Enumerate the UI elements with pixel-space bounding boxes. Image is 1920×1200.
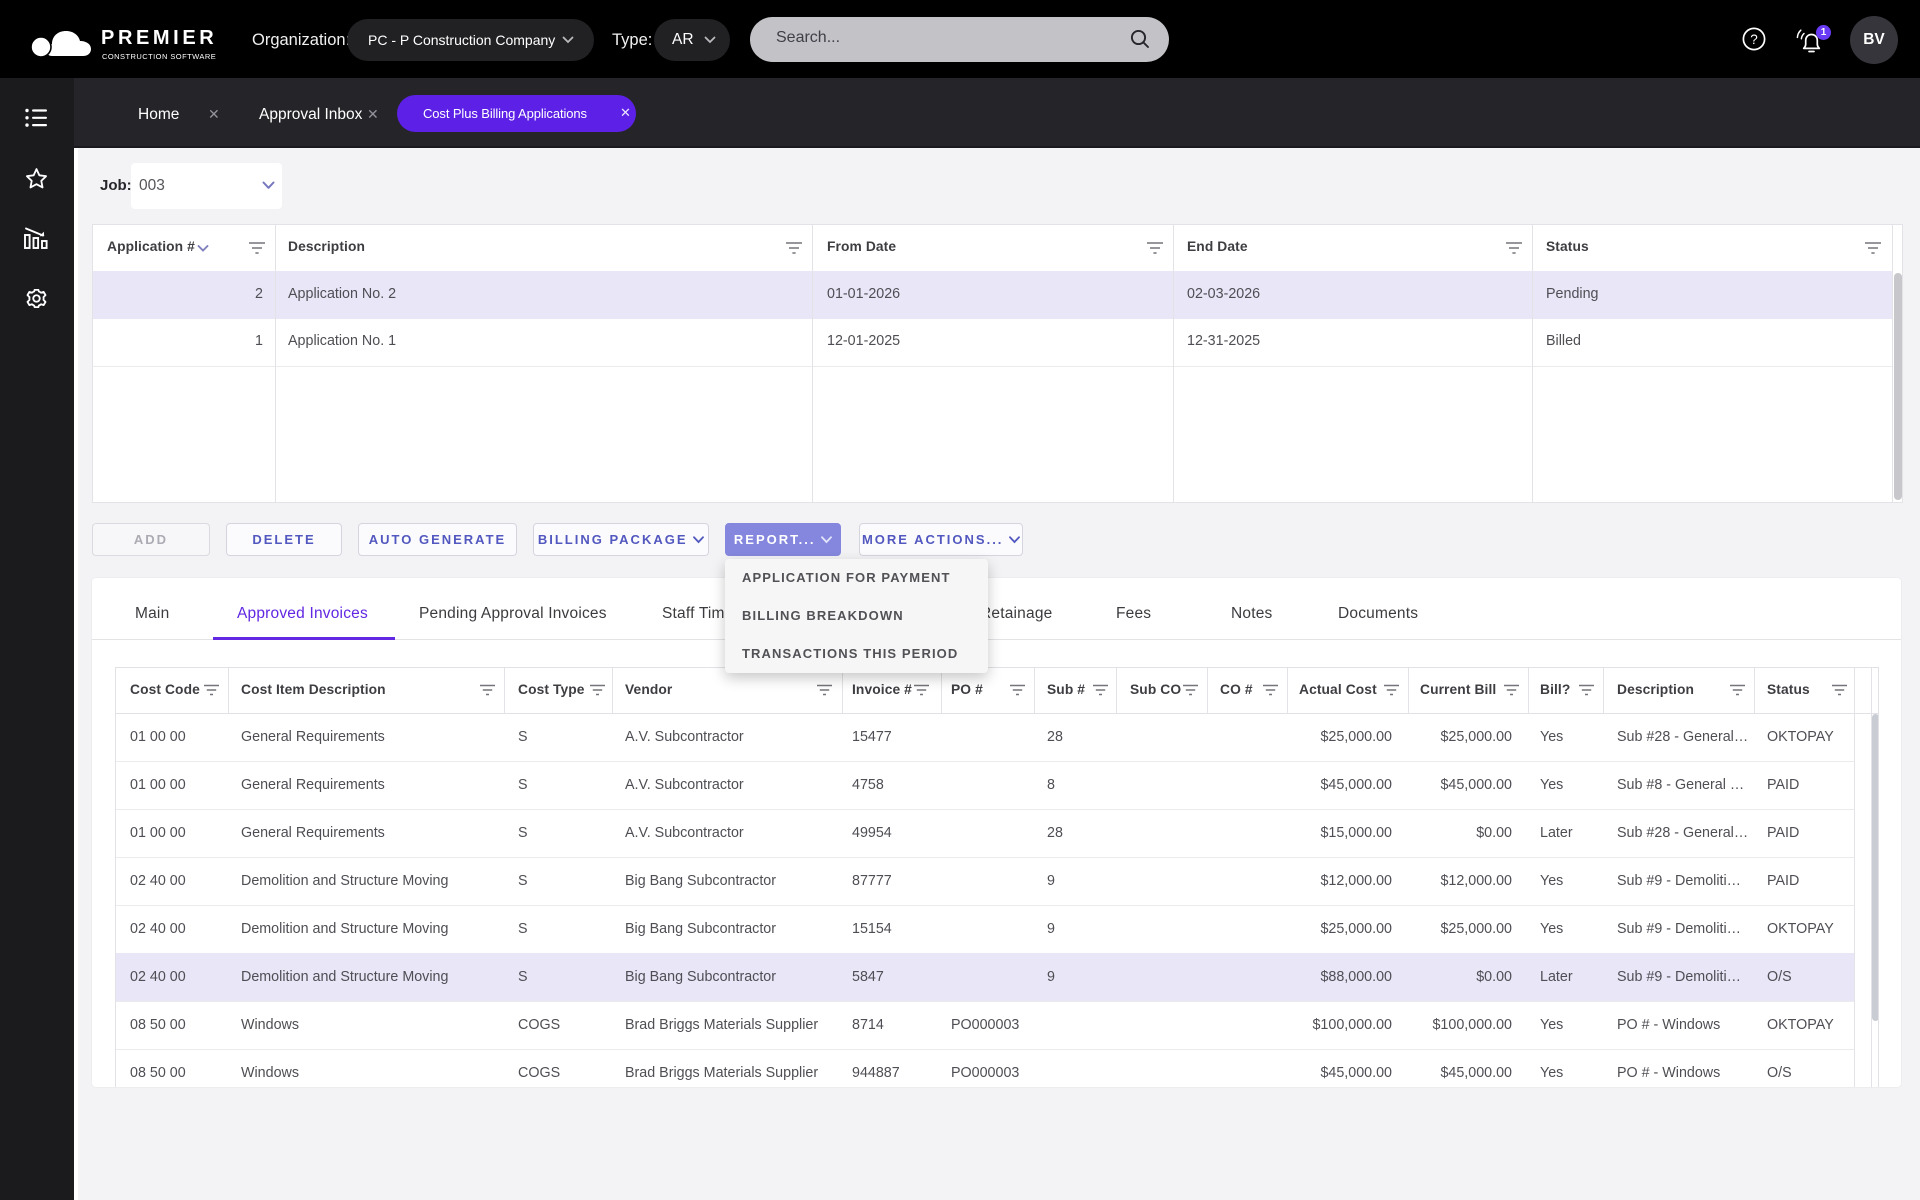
svg-text:?: ? <box>1750 32 1758 47</box>
